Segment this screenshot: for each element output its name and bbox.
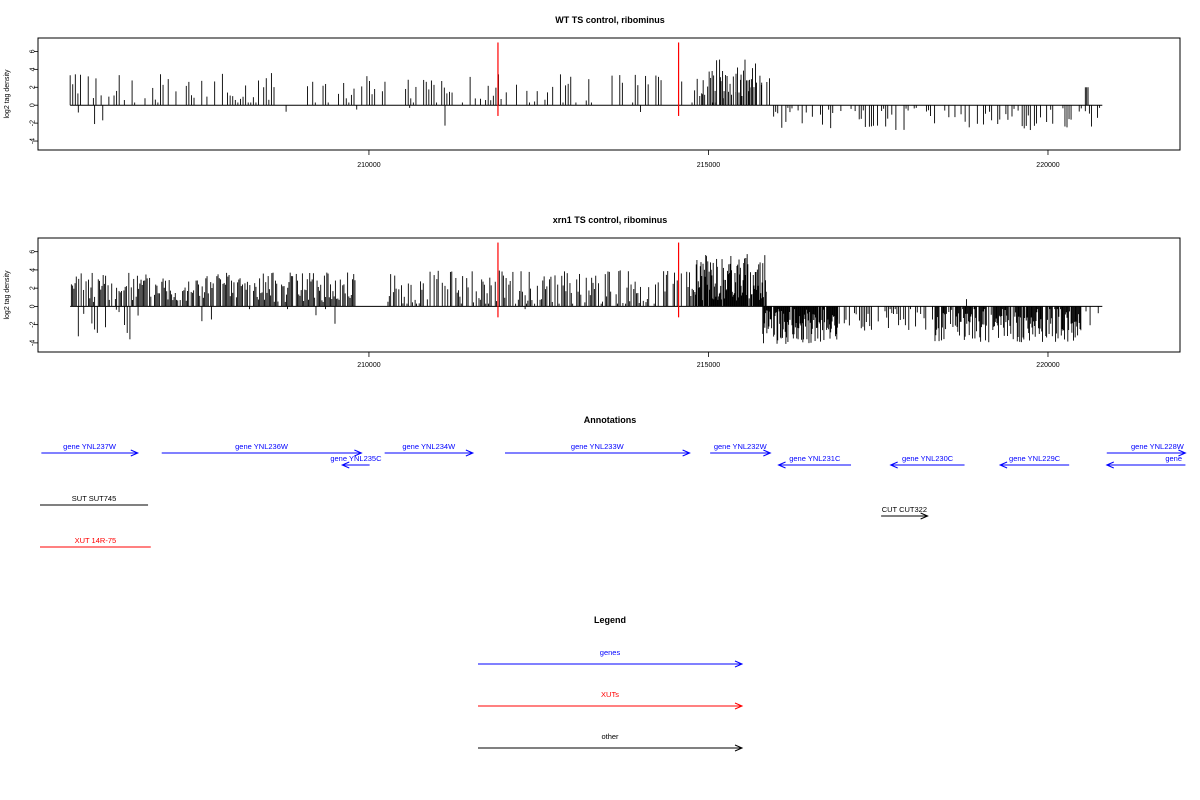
annotation-feature: gene YNL237W bbox=[63, 442, 117, 451]
legend-item: XUTs bbox=[601, 690, 619, 699]
feature-label: gene YNL237W bbox=[63, 442, 117, 451]
feature-label: XUT 14R-75 bbox=[75, 536, 117, 545]
y-axis-label: log2 tag density bbox=[4, 270, 11, 320]
arrow-head bbox=[340, 461, 350, 469]
y-tick-label: -2 bbox=[30, 120, 37, 126]
legend: Legend genes XUTs other bbox=[594, 615, 626, 741]
feature-label: gene YNL229C bbox=[1009, 454, 1061, 463]
feature-label: SUT SUT745 bbox=[72, 494, 116, 503]
arrow-head bbox=[682, 449, 691, 457]
y-tick-label: 2 bbox=[30, 286, 37, 290]
feature-label: gene YNL236W bbox=[235, 442, 289, 451]
panel-title: xrn1 TS control, ribominus bbox=[553, 215, 668, 225]
feature-label: gene bbox=[1165, 454, 1182, 463]
arrow-head bbox=[465, 449, 475, 457]
plot-frame bbox=[37, 237, 1181, 353]
annotations-title: Annotations bbox=[584, 415, 637, 425]
annotation-feature: gene YNL234W bbox=[402, 442, 456, 451]
panel-title: WT TS control, ribominus bbox=[555, 15, 665, 25]
arrow-head bbox=[734, 702, 744, 710]
feature-label: gene YNL233W bbox=[571, 442, 625, 451]
x-tick-label: 215000 bbox=[697, 362, 720, 369]
feature-label: gene YNL230C bbox=[902, 454, 954, 463]
annotation-feature: gene YNL232W bbox=[714, 442, 768, 451]
arrow-head bbox=[920, 512, 929, 520]
y-tick-label: -4 bbox=[30, 138, 37, 144]
feature-label: gene YNL231C bbox=[789, 454, 841, 463]
arrow-head bbox=[1178, 449, 1187, 457]
legend-label: other bbox=[601, 732, 619, 741]
arrow-head bbox=[734, 660, 744, 668]
y-tick-label: 6 bbox=[30, 49, 37, 53]
track-panel-2: xrn1 TS control, ribominus -4 -2 0 2 4 6 log2 t… bbox=[4, 215, 1060, 369]
arrow-head bbox=[130, 449, 140, 457]
y-tick-label: 0 bbox=[30, 103, 37, 107]
arrow-head bbox=[889, 461, 898, 469]
x-tick-label: 215000 bbox=[697, 162, 720, 169]
y-axis-label: log2 tag density bbox=[4, 69, 11, 119]
y-tick-label: -4 bbox=[30, 340, 37, 346]
feature-label: gene YNL232W bbox=[714, 442, 768, 451]
feature-label: CUT CUT322 bbox=[882, 505, 927, 514]
arrow-head bbox=[1105, 461, 1114, 469]
arrow-head bbox=[777, 461, 786, 469]
annotation-feature: gene YNL235C bbox=[330, 454, 382, 463]
arrow-head bbox=[734, 744, 744, 752]
y-tick-label: 4 bbox=[30, 67, 37, 71]
annotation-feature: gene YNL236W bbox=[235, 442, 289, 451]
annotation-feature: gene YNL230C bbox=[902, 454, 954, 463]
legend-label: genes bbox=[600, 648, 621, 657]
annotation-feature: CUT CUT322 bbox=[882, 505, 927, 514]
feature-label: gene YNL228W bbox=[1131, 442, 1185, 451]
legend-item: other bbox=[601, 732, 619, 741]
track-panel-1: WT TS control, ribominus -4 -2 0 2 4 6 log2 tag… bbox=[4, 15, 1060, 169]
feature-label: gene YNL235C bbox=[330, 454, 382, 463]
y-tick-label: 6 bbox=[30, 250, 37, 254]
x-tick-label: 220000 bbox=[1036, 362, 1059, 369]
y-tick-label: -2 bbox=[30, 321, 37, 327]
annotation-feature: gene YNL229C bbox=[1009, 454, 1061, 463]
annotation-feature: gene YNL228W bbox=[1131, 442, 1185, 451]
y-tick-label: 4 bbox=[30, 268, 37, 272]
feature-label: gene YNL234W bbox=[402, 442, 456, 451]
x-tick-label: 210000 bbox=[357, 162, 380, 169]
annotations-panel: Annotations gene YNL237W gene YNL236W gene … bbox=[63, 415, 1185, 545]
arrow-head bbox=[354, 449, 363, 457]
annotation-feature: gene bbox=[1165, 454, 1182, 463]
arrow-head bbox=[998, 461, 1008, 469]
plot-frame bbox=[37, 37, 1181, 151]
annotation-feature: XUT 14R-75 bbox=[75, 536, 117, 545]
annotation-feature: gene YNL233W bbox=[571, 442, 625, 451]
annotation-feature: SUT SUT745 bbox=[72, 494, 116, 503]
legend-title: Legend bbox=[594, 615, 626, 625]
y-tick-label: 0 bbox=[30, 304, 37, 308]
arrow-head bbox=[763, 449, 772, 457]
legend-item: genes bbox=[600, 648, 621, 657]
y-tick-label: 2 bbox=[30, 85, 37, 89]
legend-label: XUTs bbox=[601, 690, 619, 699]
annotation-feature: gene YNL231C bbox=[789, 454, 841, 463]
x-tick-label: 220000 bbox=[1036, 162, 1059, 169]
x-tick-label: 210000 bbox=[357, 362, 380, 369]
